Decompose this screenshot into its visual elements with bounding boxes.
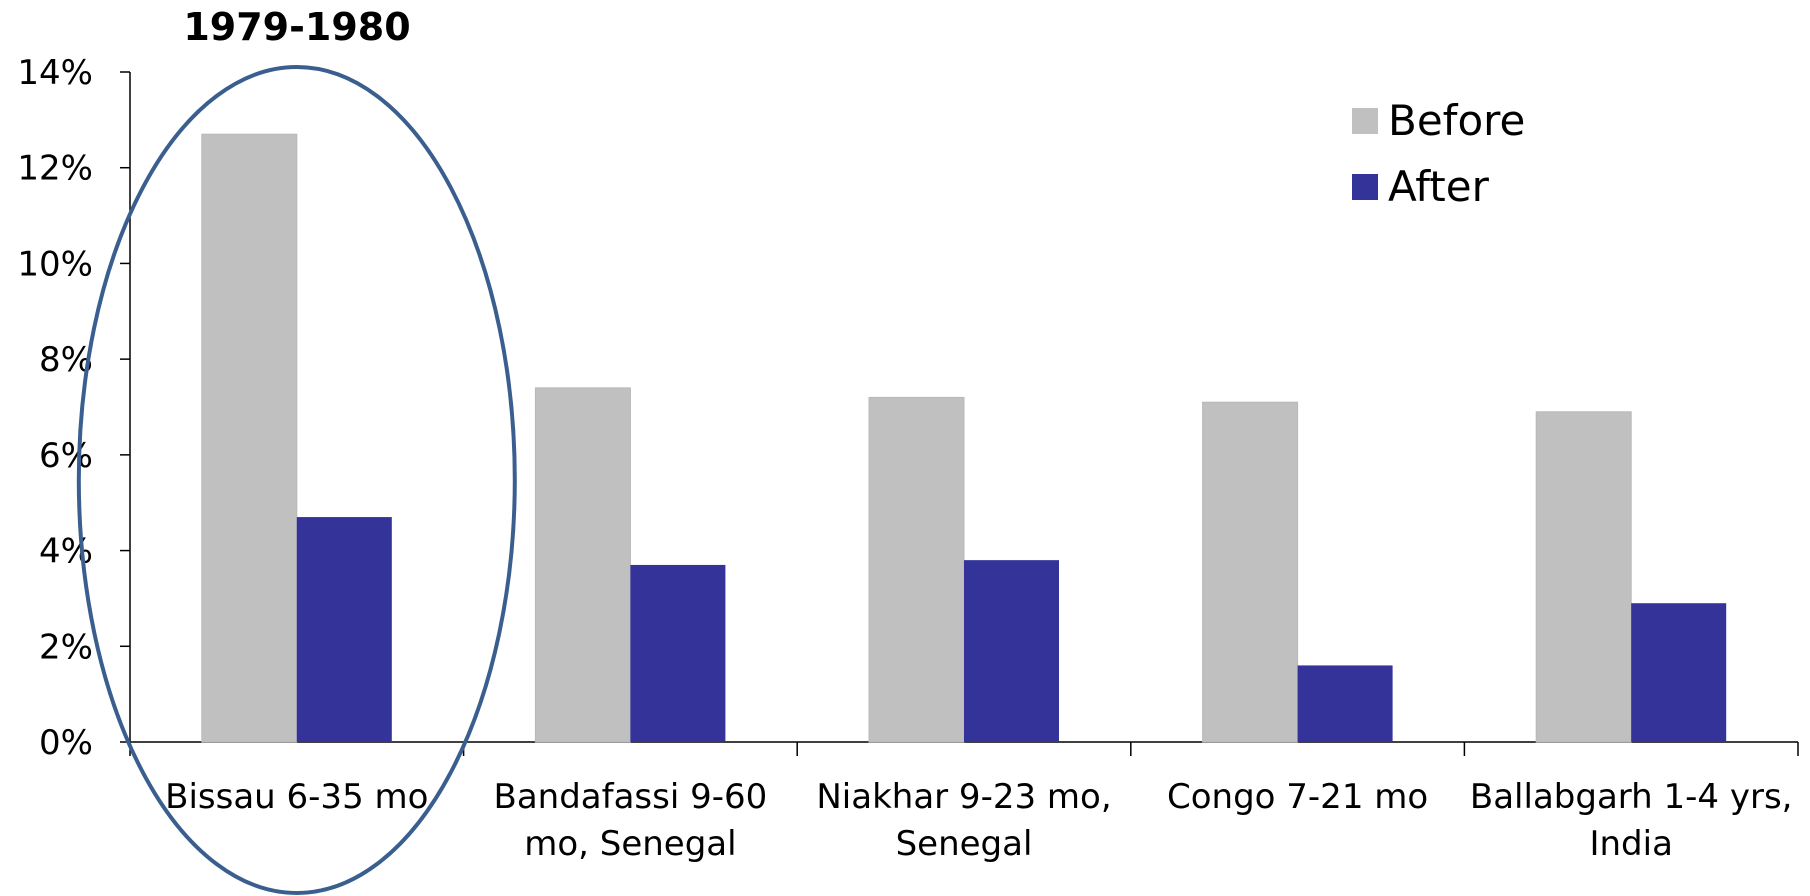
bar-after bbox=[296, 517, 392, 742]
x-category-label: Bandafassi 9-60 bbox=[494, 777, 768, 817]
y-tick-label: 2% bbox=[39, 627, 93, 667]
bar-before bbox=[1535, 411, 1632, 743]
bar-after bbox=[1631, 603, 1727, 742]
bar-after bbox=[964, 560, 1059, 742]
bars bbox=[201, 133, 1727, 743]
annotation-label: 1979-1980 bbox=[183, 5, 410, 49]
x-category-label: Bissau 6-35 mo bbox=[165, 777, 428, 817]
legend-swatch-before bbox=[1352, 108, 1378, 134]
x-category-label: Senegal bbox=[896, 824, 1033, 864]
bar-before bbox=[534, 387, 631, 743]
y-tick-label: 0% bbox=[39, 723, 93, 763]
y-tick-label: 8% bbox=[39, 340, 93, 380]
bar-after bbox=[630, 564, 726, 742]
bar-after bbox=[1297, 665, 1393, 742]
legend-swatch-after bbox=[1352, 174, 1378, 200]
legend: Before After bbox=[1352, 96, 1525, 211]
legend-label-before: Before bbox=[1388, 96, 1525, 145]
legend-label-after: After bbox=[1388, 162, 1490, 211]
y-tick-label: 6% bbox=[39, 436, 93, 476]
highlight-ellipse bbox=[76, 65, 517, 895]
x-category-label: India bbox=[1589, 824, 1672, 864]
bar-before bbox=[201, 133, 298, 743]
bar-before bbox=[868, 396, 965, 743]
x-category-label: Ballabgarh 1-4 yrs, bbox=[1470, 777, 1793, 817]
y-tick-label: 12% bbox=[17, 149, 93, 189]
x-category-label: Niakhar 9-23 mo, bbox=[816, 777, 1111, 817]
x-category-label: Congo 7-21 mo bbox=[1167, 777, 1428, 817]
bar-before bbox=[1202, 401, 1299, 743]
y-tick-label: 10% bbox=[17, 244, 93, 284]
labels: 0%2%4%6%8%10%12%14%Bissau 6-35 mo Bandafa… bbox=[17, 53, 1792, 864]
highlight-layer bbox=[76, 65, 517, 895]
y-tick-label: 14% bbox=[17, 53, 93, 93]
x-category-label: mo, Senegal bbox=[524, 824, 736, 864]
